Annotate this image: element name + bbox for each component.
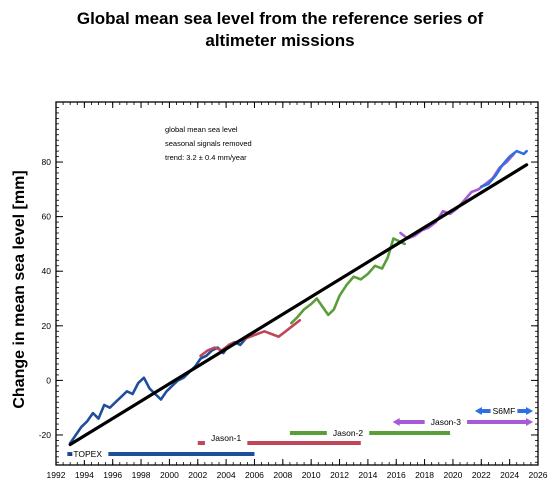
- x-tick-label: 2014: [358, 470, 377, 480]
- mission-label-bg: [326, 427, 370, 439]
- x-tick-label: 1992: [47, 470, 66, 480]
- x-tick-label: 2020: [443, 470, 462, 480]
- x-tick-label: 2008: [273, 470, 292, 480]
- x-tick-label: 2016: [387, 470, 406, 480]
- y-tick-label: 40: [42, 266, 52, 276]
- x-tick-label: 2012: [330, 470, 349, 480]
- x-tick-label: 2006: [245, 470, 264, 480]
- y-tick-label: 20: [42, 321, 52, 331]
- mission-label-jason-1: Jason-1: [211, 433, 242, 443]
- x-tick-label: 1996: [103, 470, 122, 480]
- x-tick-label: 2002: [188, 470, 207, 480]
- annotations: global mean sea level seasonal signals re…: [165, 125, 252, 162]
- mission-label-bg: [72, 448, 109, 460]
- annotation-line: seasonal signals removed: [165, 139, 252, 148]
- y-tick-label: -20: [39, 430, 52, 440]
- mission-label-bg: [204, 437, 248, 449]
- x-tick-label: 2026: [529, 470, 548, 480]
- series-line-jason-1: [199, 318, 302, 358]
- trend-line: [68, 163, 529, 447]
- annotation-line: trend: 3.2 ± 0.4 mm/year: [165, 153, 247, 162]
- x-tick-label: 2018: [415, 470, 434, 480]
- chart-title-line-1: Global mean sea level from the reference…: [76, 9, 484, 28]
- y-tick-label: 0: [46, 375, 51, 385]
- y-axis-label: Change in mean sea level [mm]: [11, 170, 28, 408]
- series-line-jason-3: [399, 152, 516, 240]
- x-tick-label: 2010: [302, 470, 321, 480]
- x-tick-label: 2004: [217, 470, 236, 480]
- series-line-jason-2: [289, 237, 407, 325]
- mission-label-s6mf: S6MF: [493, 406, 516, 416]
- x-tick-label: 2000: [160, 470, 179, 480]
- chart-title: Global mean sea level from the reference…: [0, 8, 560, 52]
- y-tick-label: 80: [42, 157, 52, 167]
- mission-bar-arrow-left: [392, 418, 400, 426]
- series-line-s6mf: [479, 149, 529, 188]
- mission-label-jason-3: Jason-3: [431, 417, 462, 427]
- mission-label-bg: [424, 416, 468, 428]
- mission-label-jason-2: Jason-2: [333, 428, 364, 438]
- annotation-line: global mean sea level: [165, 125, 238, 134]
- mission-label-topex: TOPEX: [73, 449, 102, 459]
- mission-bar-arrow-right: [526, 418, 534, 426]
- chart-title-line-2: altimeter missions: [205, 31, 355, 50]
- mission-dash: -: [69, 449, 72, 459]
- x-tick-label: 1994: [75, 470, 94, 480]
- mission-bar-arrow-right: [526, 407, 534, 415]
- plot-area: [68, 149, 529, 447]
- mission-bar-arrow-left: [474, 407, 482, 415]
- mission-label-bg: [490, 405, 518, 417]
- mission-bars: - TOPEX Jason-1 Jason-2 Jason-3 S6MF: [67, 405, 534, 460]
- y-tick-label: 60: [42, 212, 52, 222]
- x-tick-label: 2024: [500, 470, 519, 480]
- axes: 1992 1994 1996 1998 2000 2002 2004 2006 2008 2010…: [11, 101, 548, 480]
- x-tick-label: 1998: [132, 470, 151, 480]
- x-tick-label: 2022: [472, 470, 491, 480]
